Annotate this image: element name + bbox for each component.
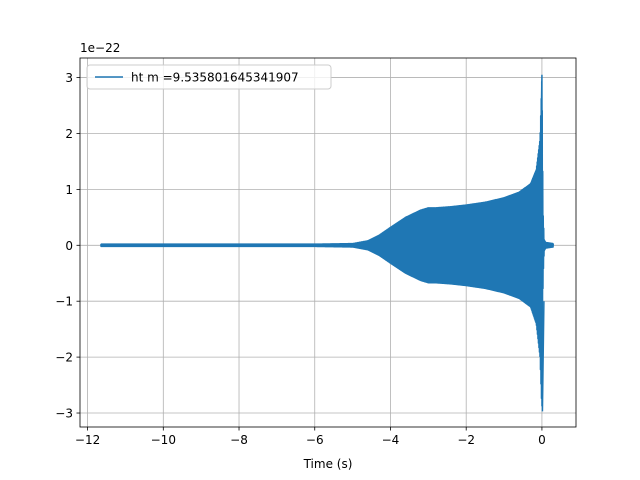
x-tick-label: 0 [538, 433, 546, 447]
y-axis-ticks: −3 −2 −1 0 1 2 3 [55, 71, 80, 421]
series-line [100, 80, 555, 407]
x-tick-label: −8 [230, 433, 248, 447]
axes-frame [79, 57, 577, 428]
x-tick-label: −2 [457, 433, 475, 447]
y-tick-label: −3 [55, 407, 73, 421]
legend-box [86, 64, 332, 90]
x-tick-label: −12 [75, 433, 100, 447]
y-tick-label: 1 [65, 183, 73, 197]
y-tick-label: 3 [65, 71, 73, 85]
legend-label: ht m =9.535801645341907 [131, 71, 299, 85]
x-axis-label: Time (s) [303, 457, 353, 471]
y-tick-label: −1 [55, 295, 73, 309]
y-tick-label: −2 [55, 351, 73, 365]
series-peak [539, 74, 545, 412]
series-layer [100, 74, 555, 412]
x-tick-label: −6 [306, 433, 324, 447]
x-axis-ticks: −12 −10 −8 −6 −4 −2 0 [75, 427, 546, 447]
y-tick-label: 0 [65, 239, 73, 253]
legend: ht m =9.535801645341907 [86, 64, 332, 90]
y-tick-label: 2 [65, 127, 73, 141]
y-offset-label: 1e−22 [80, 41, 120, 55]
x-tick-label: −10 [151, 433, 176, 447]
x-tick-label: −4 [382, 433, 400, 447]
